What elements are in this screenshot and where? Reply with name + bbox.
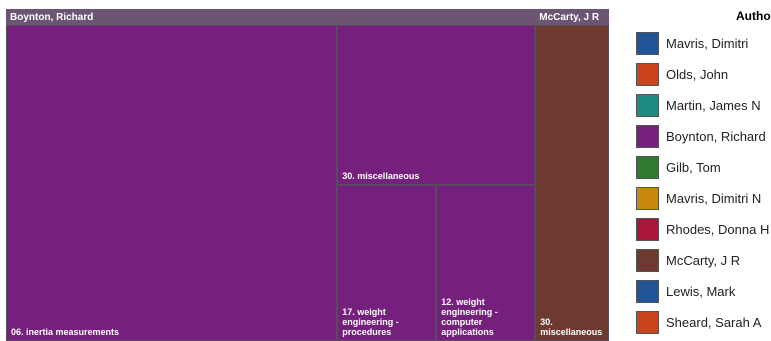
legend-title: Autho <box>736 9 771 23</box>
legend-swatch <box>636 311 659 334</box>
legend-label: Lewis, Mark <box>666 284 736 299</box>
legend-label: Mavris, Dimitri <box>666 36 749 51</box>
legend-swatch <box>636 125 659 148</box>
legend-swatch <box>636 280 659 303</box>
legend-item-mavris-dimitri[interactable]: Mavris, Dimitri <box>636 32 771 57</box>
cell-label: 30. miscellaneous <box>342 171 420 182</box>
legend-item-lewis-mark[interactable]: Lewis, Mark <box>636 280 771 305</box>
cell-label: 12. weight engineering - computer applic… <box>441 296 498 337</box>
treemap-cell[interactable]: 12. weight engineering - computer applic… <box>436 185 536 341</box>
legend-label: Rhodes, Donna H <box>666 222 770 237</box>
treemap: 06. inertia measurements 30. miscellaneou… <box>6 9 609 341</box>
legend: Autho Mavris, Dimitri Olds, John Martin, J… <box>636 0 771 340</box>
group-label: McCarty, J R <box>539 12 600 23</box>
treemap-cell[interactable]: 30. miscellaneous <box>535 25 609 341</box>
legend-item-rhodes-donna-h[interactable]: Rhodes, Donna H <box>636 218 771 243</box>
legend-label: Olds, John <box>666 67 729 82</box>
legend-label: Martin, James N <box>666 98 761 113</box>
legend-swatch <box>636 156 659 179</box>
legend-item-mccarty-j-r[interactable]: McCarty, J R <box>636 249 771 274</box>
treemap-group-mccarty-j-r: 30. miscellaneous McCarty, J R <box>535 9 609 341</box>
legend-item-gilb-tom[interactable]: Gilb, Tom <box>636 156 771 181</box>
cell-label: 30. miscellaneous <box>540 317 603 337</box>
legend-item-martin-james-n[interactable]: Martin, James N <box>636 94 771 119</box>
legend-label: Gilb, Tom <box>666 160 721 175</box>
legend-item-mavris-dimitri-n[interactable]: Mavris, Dimitri N <box>636 187 771 212</box>
legend-label: McCarty, J R <box>666 253 741 268</box>
legend-item-boynton-richard[interactable]: Boynton, Richard <box>636 125 771 150</box>
legend-label: Mavris, Dimitri N <box>666 191 762 206</box>
legend-swatch <box>636 32 659 55</box>
legend-item-olds-john[interactable]: Olds, John <box>636 63 771 88</box>
legend-swatch <box>636 218 659 241</box>
group-label: Boynton, Richard <box>10 12 94 23</box>
treemap-cell[interactable]: 06. inertia measurements <box>6 25 338 341</box>
treemap-cell[interactable]: 30. miscellaneous <box>337 25 536 186</box>
legend-label: Boynton, Richard <box>666 129 766 144</box>
treemap-cell[interactable]: 17. weight engineering - procedures <box>337 185 437 341</box>
cell-label: 06. inertia measurements <box>11 327 120 337</box>
cell-label: 17. weight engineering - procedures <box>342 306 399 337</box>
legend-swatch <box>636 63 659 86</box>
legend-item-sheard-sarah-a[interactable]: Sheard, Sarah A <box>636 311 771 336</box>
legend-swatch <box>636 249 659 272</box>
legend-label: Sheard, Sarah A <box>666 315 762 330</box>
treemap-group-boynton-richard: 06. inertia measurements 30. miscellaneou… <box>6 9 536 341</box>
legend-swatch <box>636 187 659 210</box>
legend-swatch <box>636 94 659 117</box>
